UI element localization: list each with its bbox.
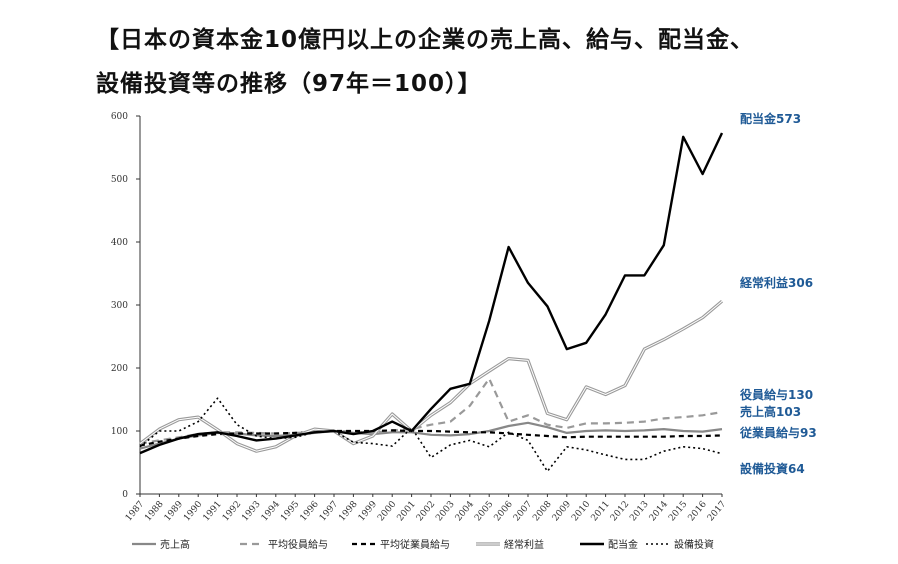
x-tick-label-2005: 2005 — [473, 499, 496, 523]
chart-axes — [136, 115, 723, 497]
x-tick-label-1996: 1996 — [299, 499, 322, 523]
x-tick-label-2000: 2000 — [376, 499, 399, 523]
x-tick-label-2002: 2002 — [415, 500, 437, 524]
series-line-4 — [139, 132, 724, 455]
x-tick-label-2017: 2017 — [706, 499, 729, 523]
series-line-3-inner — [139, 300, 723, 452]
y-tick-label-500: 500 — [111, 175, 128, 185]
x-tick-label-1995: 1995 — [279, 499, 302, 523]
annotation-5: 設備投資64 — [740, 461, 805, 476]
x-tick-label-1991: 1991 — [202, 500, 224, 524]
y-tick-label-400: 400 — [111, 238, 128, 248]
x-tick-label-1987: 1987 — [124, 499, 147, 523]
series-line-0 — [139, 421, 723, 450]
annotation-3: 売上高103 — [740, 404, 801, 419]
x-tick-labels: 1987198819891990199119921993199419951996… — [124, 499, 729, 523]
series-lines — [139, 132, 724, 473]
legend-label-4: 配当金 — [608, 538, 638, 551]
legend-label-2: 平均従業員給与 — [380, 538, 450, 551]
legend-label-5: 設備投資 — [674, 538, 714, 551]
x-tick-label-2012: 2012 — [609, 500, 631, 524]
x-tick-label-2003: 2003 — [434, 499, 457, 523]
legend-label-1: 平均役員給与 — [268, 538, 328, 551]
x-tick-label-1992: 1992 — [221, 500, 243, 524]
x-tick-label-2011: 2011 — [590, 500, 612, 524]
x-tick-label-2007: 2007 — [512, 499, 535, 523]
y-tick-label-600: 600 — [111, 112, 128, 122]
x-tick-label-2008: 2008 — [531, 499, 554, 523]
y-tick-label-100: 100 — [111, 427, 128, 437]
y-tick-label-0: 0 — [122, 490, 128, 500]
annotation-2: 役員給与130 — [740, 387, 813, 402]
x-tick-label-2009: 2009 — [551, 499, 574, 523]
x-tick-label-2010: 2010 — [570, 499, 593, 523]
x-tick-label-1998: 1998 — [337, 499, 360, 523]
x-tick-label-2004: 2004 — [454, 499, 477, 523]
x-tick-label-1997: 1997 — [318, 499, 341, 523]
legend-label-0: 売上高 — [160, 538, 190, 551]
x-tick-label-2014: 2014 — [648, 499, 671, 523]
annotation-0: 配当金573 — [740, 111, 801, 126]
x-tick-label-2015: 2015 — [667, 499, 690, 523]
chart-title-line-1: 【日本の資本金10億円以上の企業の売上高、給与、配当金、 — [96, 27, 755, 53]
legend-label-3: 経常利益 — [504, 538, 544, 551]
x-tick-label-1990: 1990 — [182, 499, 205, 523]
annotation-4: 従業員給与93 — [739, 425, 817, 440]
x-tick-label-2016: 2016 — [687, 499, 710, 523]
y-tick-labels: 0 100 200 300 400 500 600 — [111, 112, 128, 500]
x-tick-label-1988: 1988 — [143, 499, 166, 523]
x-tick-label-2006: 2006 — [493, 499, 516, 523]
series-line-2 — [139, 429, 723, 447]
y-tick-label-200: 200 — [111, 364, 128, 374]
x-tick-label-1999: 1999 — [357, 499, 380, 523]
y-tick-label-300: 300 — [111, 301, 128, 311]
series-line-3-outer — [139, 299, 724, 453]
x-tick-label-2001: 2001 — [396, 500, 418, 524]
end-annotations: 配当金573 経常利益306 役員給与130 売上高103 従業員給与93 設備投資64 — [739, 111, 817, 476]
x-tick-label-1994: 1994 — [260, 499, 283, 523]
series-line-1 — [139, 377, 723, 445]
legend: 売上高 平均役員給与 平均従業員給与 経常利益 配当金 設備投資 — [132, 538, 714, 551]
annotation-1: 経常利益306 — [740, 275, 813, 290]
x-tick-label-1989: 1989 — [163, 499, 186, 523]
x-tick-label-2013: 2013 — [628, 499, 651, 523]
x-tick-label-1993: 1993 — [240, 499, 263, 523]
chart-title-line-2: 設備投資等の推移（97年＝100）】 — [96, 71, 482, 97]
